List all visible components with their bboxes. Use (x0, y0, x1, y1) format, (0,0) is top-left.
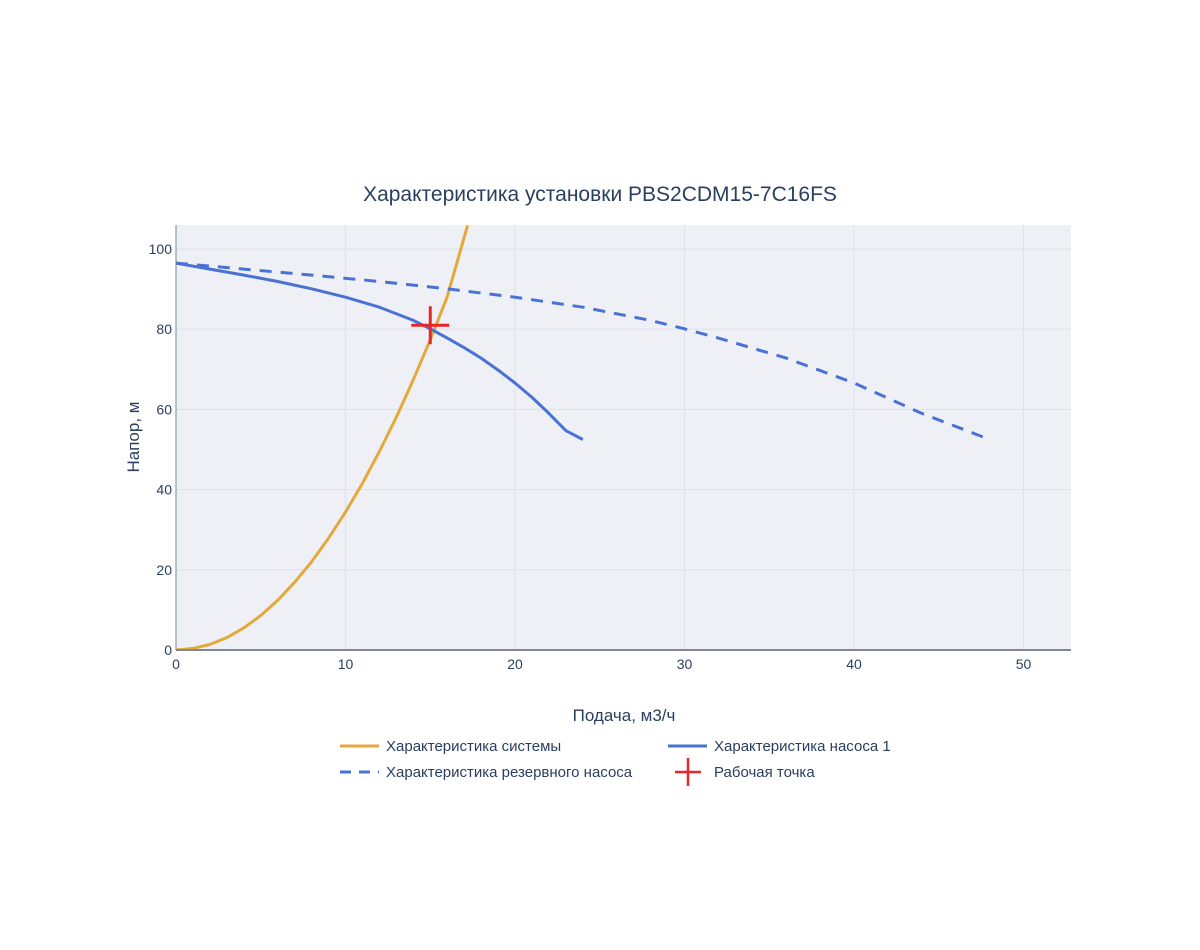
tick-labels: 0 10 20 30 40 50 0 20 40 60 80 100 (149, 241, 1032, 672)
operating-point-marker (411, 306, 450, 345)
y-tick-label: 20 (156, 562, 172, 578)
y-tick-label: 40 (156, 482, 172, 498)
legend-item-reserve-pump[interactable]: Характеристика резервного насоса (340, 764, 633, 781)
x-tick-label: 0 (172, 656, 180, 672)
legend: Характеристика системы Характеристика на… (340, 738, 891, 786)
legend-label-pump-1: Характеристика насоса 1 (714, 738, 891, 755)
legend-item-system[interactable]: Характеристика системы (340, 738, 561, 755)
plot-area (176, 225, 1071, 650)
series-layer (176, 225, 991, 650)
x-tick-label: 20 (507, 656, 523, 672)
x-tick-label: 30 (677, 656, 693, 672)
y-tick-label: 80 (156, 321, 172, 337)
legend-label-system: Характеристика системы (386, 738, 561, 755)
legend-label-operating-point: Рабочая точка (714, 764, 815, 781)
legend-label-reserve-pump: Характеристика резервного насоса (386, 764, 633, 781)
x-tick-label: 10 (338, 656, 354, 672)
x-tick-label: 50 (1016, 656, 1032, 672)
y-axis-title: Напор, м (124, 402, 143, 473)
y-tick-label: 0 (164, 642, 172, 658)
marker-layer (411, 306, 450, 345)
legend-item-pump-1[interactable]: Характеристика насоса 1 (668, 738, 891, 755)
grid-lines (176, 225, 1071, 650)
y-tick-label: 60 (156, 401, 172, 417)
legend-item-operating-point[interactable]: Рабочая точка (675, 758, 815, 786)
chart-title: Характеристика установки PBS2CDM15-7C16F… (363, 183, 837, 206)
y-tick-label: 100 (149, 241, 173, 257)
x-axis-title: Подача, м3/ч (573, 706, 676, 725)
series-line-pump-1 (176, 261, 584, 441)
series-line-reserve-pump (176, 261, 991, 441)
series-line-system (176, 225, 470, 650)
x-tick-label: 40 (846, 656, 862, 672)
